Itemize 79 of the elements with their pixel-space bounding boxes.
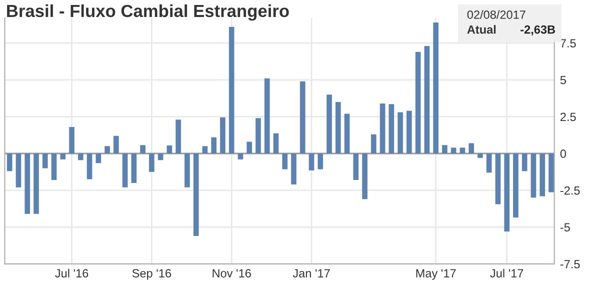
bar	[406, 110, 412, 154]
bar	[486, 154, 492, 173]
bar	[149, 154, 154, 172]
bar	[522, 154, 528, 172]
bar	[131, 154, 137, 183]
x-tick-label: May '17	[416, 269, 456, 280]
bar	[335, 102, 341, 154]
bar	[530, 154, 536, 198]
bar	[51, 154, 57, 180]
y-tick-label: 7.5	[560, 39, 576, 48]
bar	[6, 154, 12, 172]
y-tick-label: -5	[560, 223, 570, 232]
x-tick-label: Jul '17	[490, 268, 524, 278]
bar	[78, 154, 84, 160]
bar	[158, 154, 164, 160]
bar	[478, 154, 483, 158]
bar	[398, 112, 403, 154]
y-tick-label: 5	[560, 76, 566, 84]
annotation: -2,63B	[520, 25, 556, 36]
bar	[24, 154, 30, 214]
bar	[424, 46, 430, 154]
bar	[60, 154, 66, 160]
x-tick-label: Jan '17	[292, 269, 330, 278]
bar	[300, 81, 306, 154]
bar	[504, 154, 510, 232]
bar	[96, 154, 102, 164]
bar	[291, 154, 296, 184]
bar	[16, 154, 22, 188]
annotation: Atual	[467, 25, 496, 34]
bar	[362, 154, 368, 200]
bar	[450, 148, 456, 154]
bar	[468, 143, 474, 154]
x-tick-label: Nov '16	[212, 269, 251, 278]
bar	[460, 148, 466, 154]
bar	[220, 117, 226, 154]
bar	[202, 146, 208, 154]
bar	[42, 154, 48, 168]
bar	[388, 104, 394, 154]
bar	[211, 137, 216, 154]
bar	[282, 154, 288, 170]
bar	[104, 146, 110, 154]
y-tick-label: 0	[560, 150, 566, 158]
bar	[495, 154, 501, 204]
bar	[114, 136, 119, 154]
bar	[140, 145, 146, 154]
bar	[246, 142, 252, 154]
bar	[193, 154, 199, 236]
bar	[264, 78, 270, 154]
bar	[256, 118, 261, 154]
bar	[86, 154, 92, 180]
bar	[238, 154, 244, 160]
bar	[166, 145, 172, 154]
annotation: 02/08/2017	[467, 10, 526, 19]
bar	[34, 154, 39, 214]
x-tick-label: Jul '16	[55, 268, 88, 278]
chart-title: Brasil - Fluxo Cambial Estrangeiro	[7, 4, 289, 21]
bar	[318, 154, 324, 170]
bar	[326, 94, 332, 154]
bar	[513, 154, 518, 218]
bar	[371, 134, 376, 154]
bar	[176, 120, 181, 154]
bar	[380, 103, 386, 154]
y-tick-label: -2.5	[560, 186, 580, 195]
bar	[548, 154, 554, 192]
bar	[69, 127, 74, 154]
bar	[442, 145, 448, 154]
bar	[344, 114, 350, 154]
bar	[433, 22, 438, 154]
bar	[308, 154, 314, 170]
bar	[122, 154, 128, 188]
bar	[228, 26, 234, 154]
y-tick-label: 2.5	[560, 112, 576, 122]
y-tick-label: -7.5	[560, 260, 580, 268]
bar	[273, 133, 279, 154]
bar	[184, 154, 190, 188]
bar	[353, 154, 359, 180]
bar	[415, 52, 421, 154]
bar	[540, 154, 546, 196]
x-tick-label: Sep '16	[132, 269, 171, 280]
